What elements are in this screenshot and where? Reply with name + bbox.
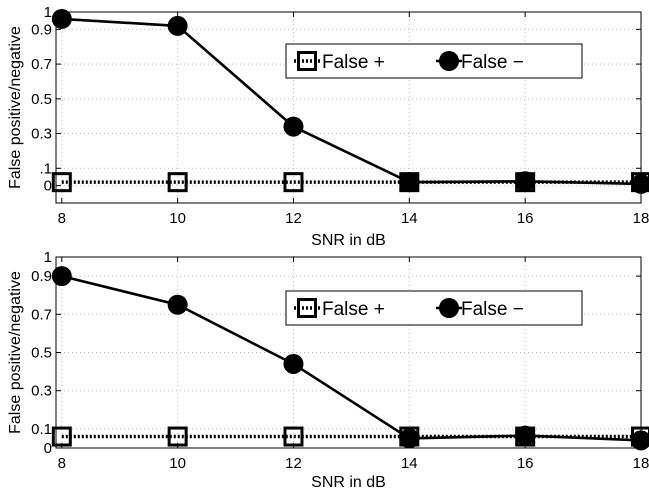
legend-circle-marker <box>439 298 459 318</box>
data-point-circle <box>399 428 420 449</box>
x-tick-label: 14 <box>401 455 418 472</box>
x-tick-label: 14 <box>401 210 418 227</box>
y-tick-label: 0.1 <box>31 421 52 438</box>
series-false-negative <box>51 8 649 194</box>
series-line <box>61 17 642 186</box>
y-tick-label: 0.9 <box>31 21 52 38</box>
y-tick-label: 0.5 <box>31 91 52 108</box>
y-tick-label: 0.7 <box>31 306 52 323</box>
data-point-circle <box>631 173 649 194</box>
legend: False + False − <box>285 290 583 326</box>
legend-label: False + <box>322 52 385 73</box>
data-point-square <box>283 172 304 193</box>
data-point-square <box>51 426 72 447</box>
data-point-circle <box>399 172 420 193</box>
legend-square-marker <box>297 51 317 71</box>
x-tick-label: 18 <box>633 455 649 472</box>
grid <box>56 256 642 449</box>
y-tick-label: 0 <box>44 178 52 195</box>
x-axis-label: SNR in dB <box>311 474 386 491</box>
legend-label: False − <box>461 299 524 320</box>
x-tick-label: 8 <box>58 210 66 227</box>
y-axis-label: False positive/negative <box>7 26 24 189</box>
data-point-circle <box>283 353 304 374</box>
y-tick-label: 1 <box>44 4 52 21</box>
legend-label: False + <box>322 299 385 320</box>
x-tick-label: 8 <box>58 455 66 472</box>
data-point-circle <box>515 171 536 192</box>
x-tick-label: 12 <box>285 210 302 227</box>
legend-box <box>285 290 583 326</box>
x-tick-label: 16 <box>517 455 534 472</box>
data-point-circle <box>167 294 188 315</box>
x-tick-label: 10 <box>169 455 186 472</box>
data-point-square <box>51 172 72 193</box>
data-point-circle <box>515 425 536 446</box>
legend: False + False − <box>285 43 583 79</box>
data-point-circle <box>631 430 649 451</box>
y-tick-label: 0.9 <box>31 268 52 285</box>
series-line <box>61 274 642 442</box>
data-point-circle <box>283 116 304 137</box>
y-tick-label: 0 <box>44 440 52 457</box>
y-tick-label: 1 <box>44 249 52 266</box>
x-tick-label: 16 <box>517 210 534 227</box>
legend-box <box>285 43 583 79</box>
y-tick-label: 0.7 <box>31 56 52 73</box>
data-point-circle <box>51 8 72 29</box>
data-point-circle <box>167 15 188 36</box>
y-axis-label: False positive/negative <box>7 271 24 434</box>
y-tick-label: 0.5 <box>31 345 52 362</box>
data-point-square <box>167 426 188 447</box>
x-tick-label: 10 <box>169 210 186 227</box>
chart-panel-2: 8 10 12 14 16 18 0 0.1 0.3 0.5 0.7 0.9 1 SNR in dB Fal… <box>7 249 649 491</box>
legend-square-marker <box>297 298 317 318</box>
y-tick-label: .1 <box>39 160 52 177</box>
x-axis-label: SNR in dB <box>311 232 386 249</box>
data-point-square <box>167 172 188 193</box>
y-tick-label: 0.3 <box>31 126 52 143</box>
legend-label: False − <box>461 52 524 73</box>
series-false-negative <box>51 266 649 451</box>
data-point-circle <box>51 266 72 287</box>
plot-frame <box>55 11 642 204</box>
legend-circle-marker <box>439 51 459 71</box>
chart-panel-1: 8 10 12 14 16 18 0.1 0.3 0.5 0.7 0.91 SNR in dB Fals… <box>7 4 649 249</box>
data-point-square <box>283 426 304 447</box>
x-tick-label: 12 <box>285 455 302 472</box>
grid <box>56 11 642 203</box>
y-tick-label: 0.3 <box>31 383 52 400</box>
x-tick-label: 18 <box>633 210 649 227</box>
